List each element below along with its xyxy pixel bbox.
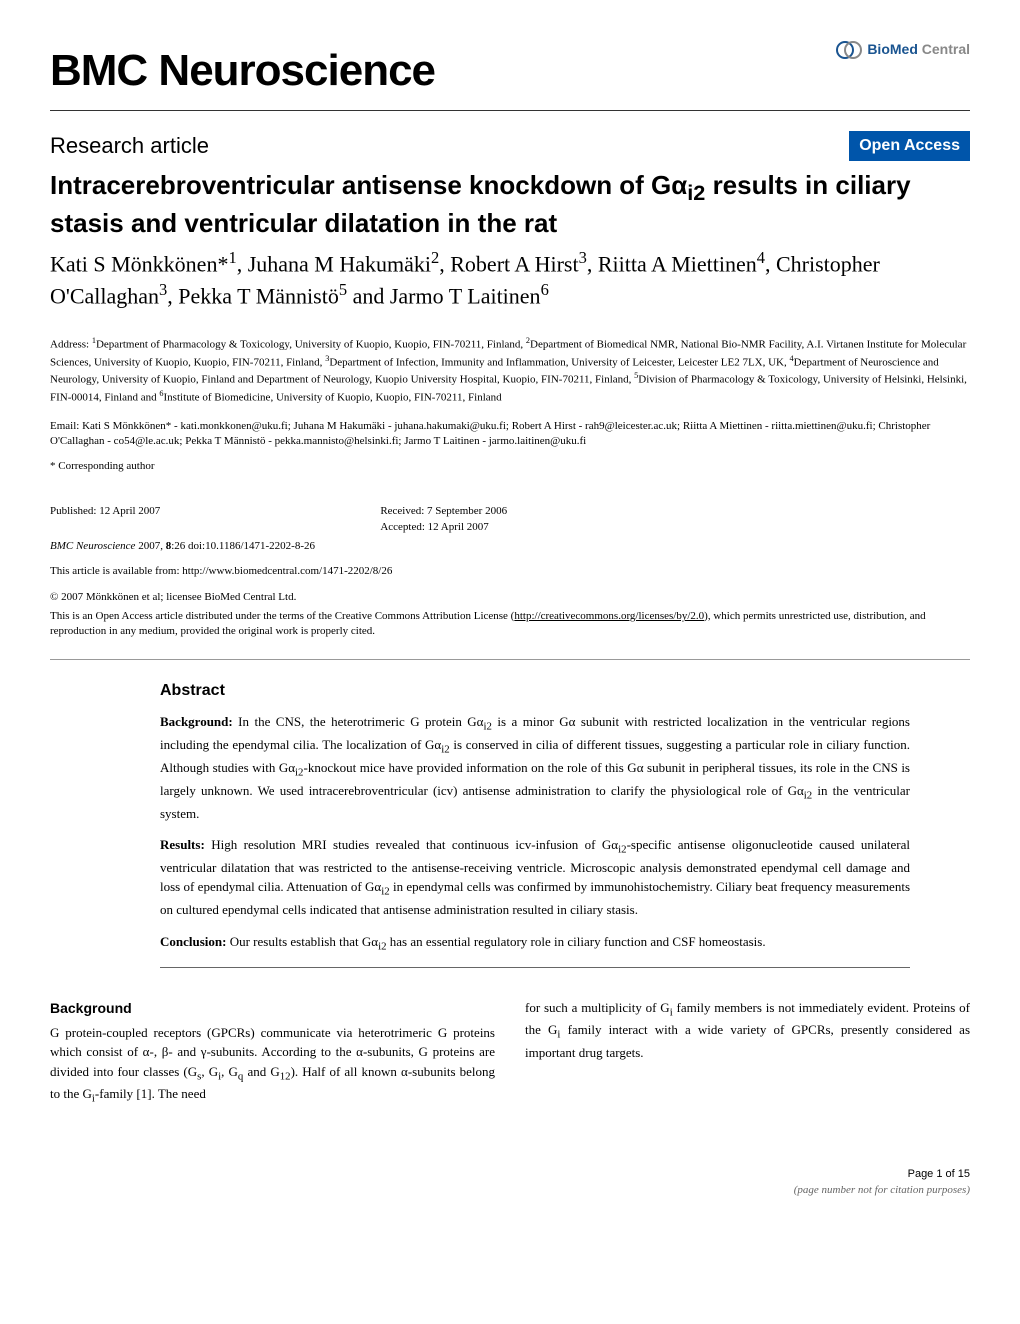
article-type: Research article: [50, 131, 209, 162]
corresponding-author: * Corresponding author: [50, 459, 970, 474]
footer: Page 1 of 15 (page number not for citati…: [50, 1167, 970, 1198]
publisher-central: Central: [918, 41, 970, 57]
license: This is an Open Access article distribut…: [50, 609, 970, 639]
abstract-results: Results: High resolution MRI studies rev…: [160, 835, 910, 920]
journal-name: BMC Neuroscience: [50, 40, 435, 102]
emails: Email: Kati S Mönkkönen* - kati.monkkone…: [50, 419, 970, 449]
authors: Kati S Mönkkönen*1, Juhana M Hakumäki2, …: [50, 247, 970, 311]
mid-divider: [50, 659, 970, 660]
pub-right-col: Received: 7 September 2006 Accepted: 12 …: [380, 504, 507, 535]
article-title: Intracerebroventricular antisense knockd…: [50, 169, 970, 239]
biomed-circles-icon: [835, 40, 863, 60]
published-date: Published: 12 April 2007: [50, 504, 160, 519]
body-col-right: for such a multiplicity of Gi family mem…: [525, 998, 970, 1108]
background-heading: Background: [50, 998, 495, 1019]
received-date: Received: 7 September 2006: [380, 504, 507, 519]
copyright: © 2007 Mönkkönen et al; licensee BioMed …: [50, 590, 970, 605]
citation-journal: BMC Neuroscience: [50, 540, 135, 552]
top-divider: [50, 110, 970, 111]
body-col-left: Background G protein-coupled receptors (…: [50, 998, 495, 1108]
citation-year: 2007,: [135, 540, 165, 552]
citation-rest: :26 doi:10.1186/1471-2202-8-26: [171, 540, 315, 552]
article-link-url[interactable]: http://www.biomedcentral.com/1471-2202/8…: [182, 565, 392, 577]
background-text-1: G protein-coupled receptors (GPCRs) comm…: [50, 1023, 495, 1108]
publisher-bio: BioMed: [867, 41, 918, 57]
abstract-background-label: Background:: [160, 714, 233, 729]
accepted-date: Accepted: 12 April 2007: [380, 520, 507, 535]
abstract-heading: Abstract: [160, 680, 910, 702]
abstract-background: Background: In the CNS, the heterotrimer…: [160, 712, 910, 823]
citation: BMC Neuroscience 2007, 8:26 doi:10.1186/…: [50, 539, 970, 554]
article-type-row: Research article Open Access: [50, 131, 970, 162]
publisher-logo: BioMed Central: [835, 40, 970, 60]
abstract-section: Abstract Background: In the CNS, the het…: [160, 680, 910, 968]
article-link-label: This article is available from:: [50, 565, 182, 577]
article-link: This article is available from: http://w…: [50, 564, 970, 579]
background-text-2: for such a multiplicity of Gi family mem…: [525, 998, 970, 1063]
abstract-background-text: In the CNS, the heterotrimeric G protein…: [160, 714, 910, 820]
abstract-results-text: High resolution MRI studies revealed tha…: [160, 837, 910, 917]
publication-info: Published: 12 April 2007 Received: 7 Sep…: [50, 504, 970, 535]
abstract-conclusion: Conclusion: Our results establish that G…: [160, 932, 910, 955]
abstract-conclusion-text: Our results establish that Gαi2 has an e…: [226, 934, 765, 949]
header-row: BMC Neuroscience BioMed Central: [50, 40, 970, 102]
page-number: Page 1 of 15: [50, 1167, 970, 1182]
affiliations: Address: 1Department of Pharmacology & T…: [50, 335, 970, 405]
abstract-results-label: Results:: [160, 837, 205, 852]
pub-left-col: Published: 12 April 2007: [50, 504, 160, 535]
abstract-divider: [160, 967, 910, 968]
open-access-badge: Open Access: [849, 131, 970, 161]
abstract-conclusion-label: Conclusion:: [160, 934, 226, 949]
body-two-column: Background G protein-coupled receptors (…: [50, 998, 970, 1108]
page-number-note: (page number not for citation purposes): [50, 1183, 970, 1198]
